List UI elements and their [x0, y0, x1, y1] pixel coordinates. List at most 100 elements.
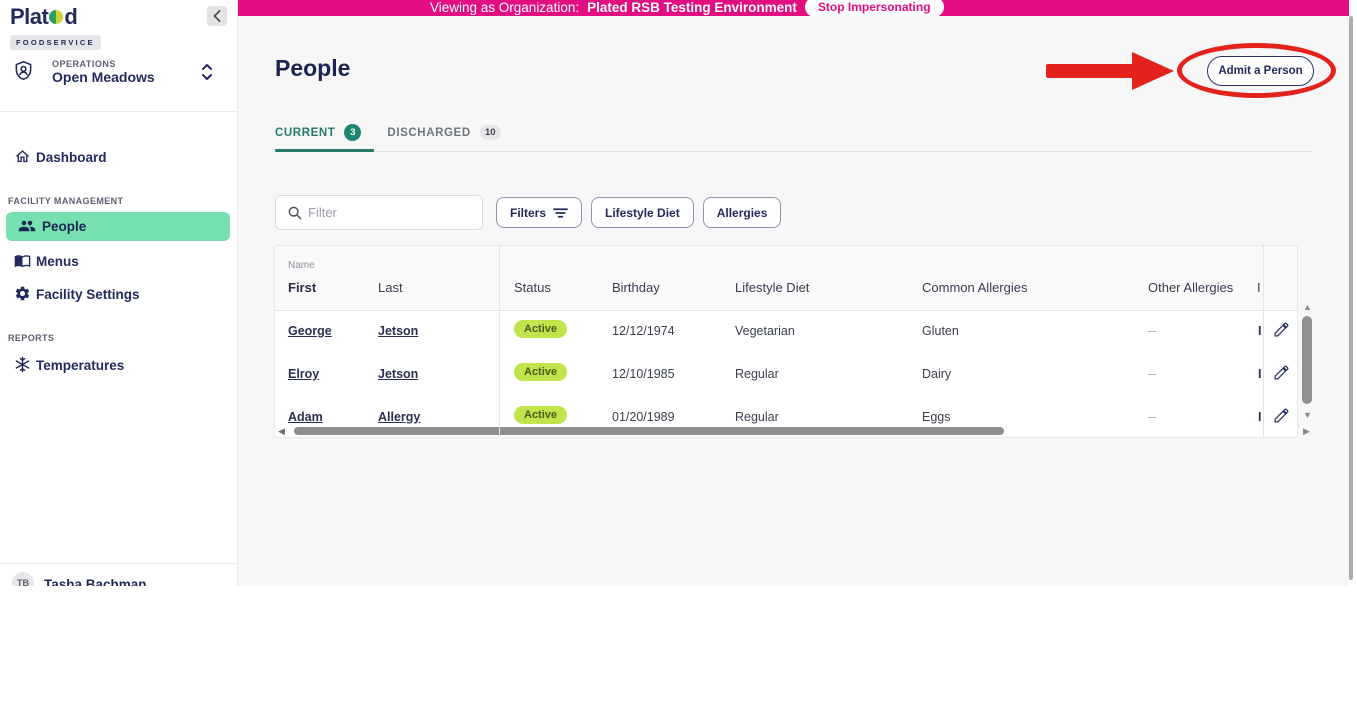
tabs: CURRENT 3 DISCHARGED 10 [275, 124, 501, 141]
logo-text-prefix: Plat [10, 4, 49, 29]
sidebar-item-menus[interactable]: Menus [0, 251, 238, 275]
person-first-link[interactable]: Elroy [288, 367, 320, 381]
table-row[interactable]: Elroy Jetson Active 12/10/1985 Regular D… [275, 354, 1297, 397]
sidebar-item-label: Temperatures [36, 358, 125, 373]
diet-cell: Regular [735, 367, 779, 381]
sidebar-item-dashboard[interactable]: Dashboard [0, 147, 238, 171]
browser-scrollbar[interactable] [1349, 0, 1357, 586]
chevron-left-icon [213, 10, 221, 22]
tab-label: DISCHARGED [387, 126, 471, 139]
clipped-cell: I [1258, 324, 1262, 338]
diet-cell: Regular [735, 410, 779, 424]
other-allergies-cell: -- [1148, 367, 1157, 381]
person-first-link[interactable]: George [288, 324, 332, 338]
pinned-left-divider [499, 246, 500, 437]
clipped-cell: I [1258, 410, 1262, 424]
column-common-allergies[interactable]: Common Allergies [922, 280, 1028, 295]
tab-current[interactable]: CURRENT 3 [275, 124, 362, 141]
tab-discharged[interactable]: DISCHARGED 10 [387, 125, 501, 140]
annotation-circle-icon [1177, 43, 1336, 98]
annotation-arrow-icon [1046, 64, 1136, 78]
column-other-allergies[interactable]: Other Allergies [1148, 280, 1234, 295]
common-allergies-cell: Eggs [922, 410, 951, 424]
organization-selector[interactable]: OPERATIONS Open Meadows [0, 55, 238, 91]
filter-input[interactable] [308, 197, 476, 228]
pencil-icon [1274, 322, 1289, 337]
plate-icon [49, 10, 64, 24]
pencil-icon [1274, 365, 1289, 380]
lifestyle-diet-filter-button[interactable]: Lifestyle Diet [591, 197, 694, 228]
sidebar-divider [0, 563, 238, 564]
table-scroll-up-arrow[interactable]: ▲ [1303, 302, 1312, 312]
people-icon [18, 220, 36, 232]
person-last-link[interactable]: Jetson [378, 367, 419, 381]
sidebar-item-label: Menus [36, 254, 79, 269]
table-vertical-scrollbar[interactable] [1302, 316, 1312, 404]
filters-button-label: Filters [510, 205, 547, 220]
edit-person-button[interactable] [1273, 364, 1295, 386]
pinned-right-divider [1263, 246, 1264, 437]
pencil-icon [1274, 408, 1289, 423]
birthday-cell: 12/12/1974 [612, 324, 675, 338]
logo-text-suffix: d [64, 4, 78, 29]
sidebar-item-temperatures[interactable]: Temperatures [0, 355, 238, 379]
avatar: TB [12, 572, 34, 586]
section-reports: REPORTS [8, 333, 55, 343]
column-lifestyle-diet[interactable]: Lifestyle Diet [735, 280, 810, 295]
sidebar: Plat d FOODSERVICE OPERATIONS Open Meadow… [0, 0, 238, 586]
user-name: Tasha Bachman [44, 577, 147, 586]
sidebar-collapse-button[interactable] [207, 6, 227, 26]
table-row[interactable]: George Jetson Active 12/12/1974 Vegetari… [275, 311, 1297, 354]
other-allergies-cell: -- [1148, 410, 1157, 424]
snowflake-icon [15, 356, 30, 373]
table-scroll-left-arrow[interactable]: ◀ [278, 426, 285, 436]
sidebar-item-people[interactable]: People [6, 212, 230, 241]
status-badge: Active [514, 363, 568, 381]
filters-button[interactable]: Filters [496, 197, 583, 228]
table-header: Name First Last Status Birthday Lifestyl… [275, 246, 1297, 311]
sidebar-item-facility-settings[interactable]: Facility Settings [0, 284, 238, 308]
tabs-divider [275, 151, 1313, 152]
status-badge: Active [514, 320, 568, 338]
section-facility-management: FACILITY MANAGEMENT [8, 196, 124, 206]
sidebar-item-label: People [42, 219, 87, 234]
person-first-link[interactable]: Adam [288, 410, 323, 424]
common-allergies-cell: Dairy [922, 367, 952, 381]
banner-prefix: Viewing as Organization: [430, 0, 580, 15]
gear-icon [15, 286, 30, 301]
clipped-cell: I [1258, 367, 1262, 381]
menu-book-icon [14, 255, 31, 268]
discharged-count-badge: 10 [479, 125, 501, 140]
sidebar-divider [0, 111, 238, 112]
person-last-link[interactable]: Jetson [378, 324, 419, 338]
person-last-link[interactable]: Allergy [378, 410, 421, 424]
column-birthday[interactable]: Birthday [612, 280, 660, 295]
table-scroll-right-arrow[interactable]: ▶ [1303, 426, 1310, 436]
foodservice-tagline: FOODSERVICE [10, 35, 101, 50]
browser-scrollbar-thumb[interactable] [1349, 16, 1353, 580]
diet-cell: Vegetarian [735, 324, 795, 338]
column-status[interactable]: Status [514, 280, 551, 295]
main-content: Viewing as Organization: Plated RSB Test… [238, 0, 1349, 586]
table-horizontal-scrollbar[interactable] [294, 427, 1004, 435]
user-menu[interactable]: TB Tasha Bachman [0, 571, 238, 586]
edit-person-button[interactable] [1273, 321, 1295, 343]
common-allergies-cell: Gluten [922, 324, 959, 338]
facility-name: Open Meadows [52, 69, 155, 85]
home-icon [15, 150, 30, 163]
select-chevrons-icon [202, 64, 212, 80]
app-window: Plat d FOODSERVICE OPERATIONS Open Meadow… [0, 0, 1349, 586]
annotation-arrowhead-icon [1132, 52, 1174, 90]
search-icon [288, 206, 302, 220]
edit-person-button[interactable] [1273, 407, 1295, 429]
people-table: Name First Last Status Birthday Lifestyl… [274, 245, 1298, 438]
column-first[interactable]: First [288, 280, 317, 295]
sidebar-item-label: Dashboard [36, 150, 107, 165]
stop-impersonating-button[interactable]: Stop Impersonating [804, 0, 944, 16]
plated-logo: Plat d [10, 4, 78, 30]
allergies-filter-button[interactable]: Allergies [702, 197, 782, 228]
shield-icon [15, 61, 32, 81]
column-last[interactable]: Last [378, 280, 403, 295]
table-scroll-down-arrow[interactable]: ▼ [1303, 410, 1312, 420]
sidebar-item-label: Facility Settings [36, 287, 140, 302]
